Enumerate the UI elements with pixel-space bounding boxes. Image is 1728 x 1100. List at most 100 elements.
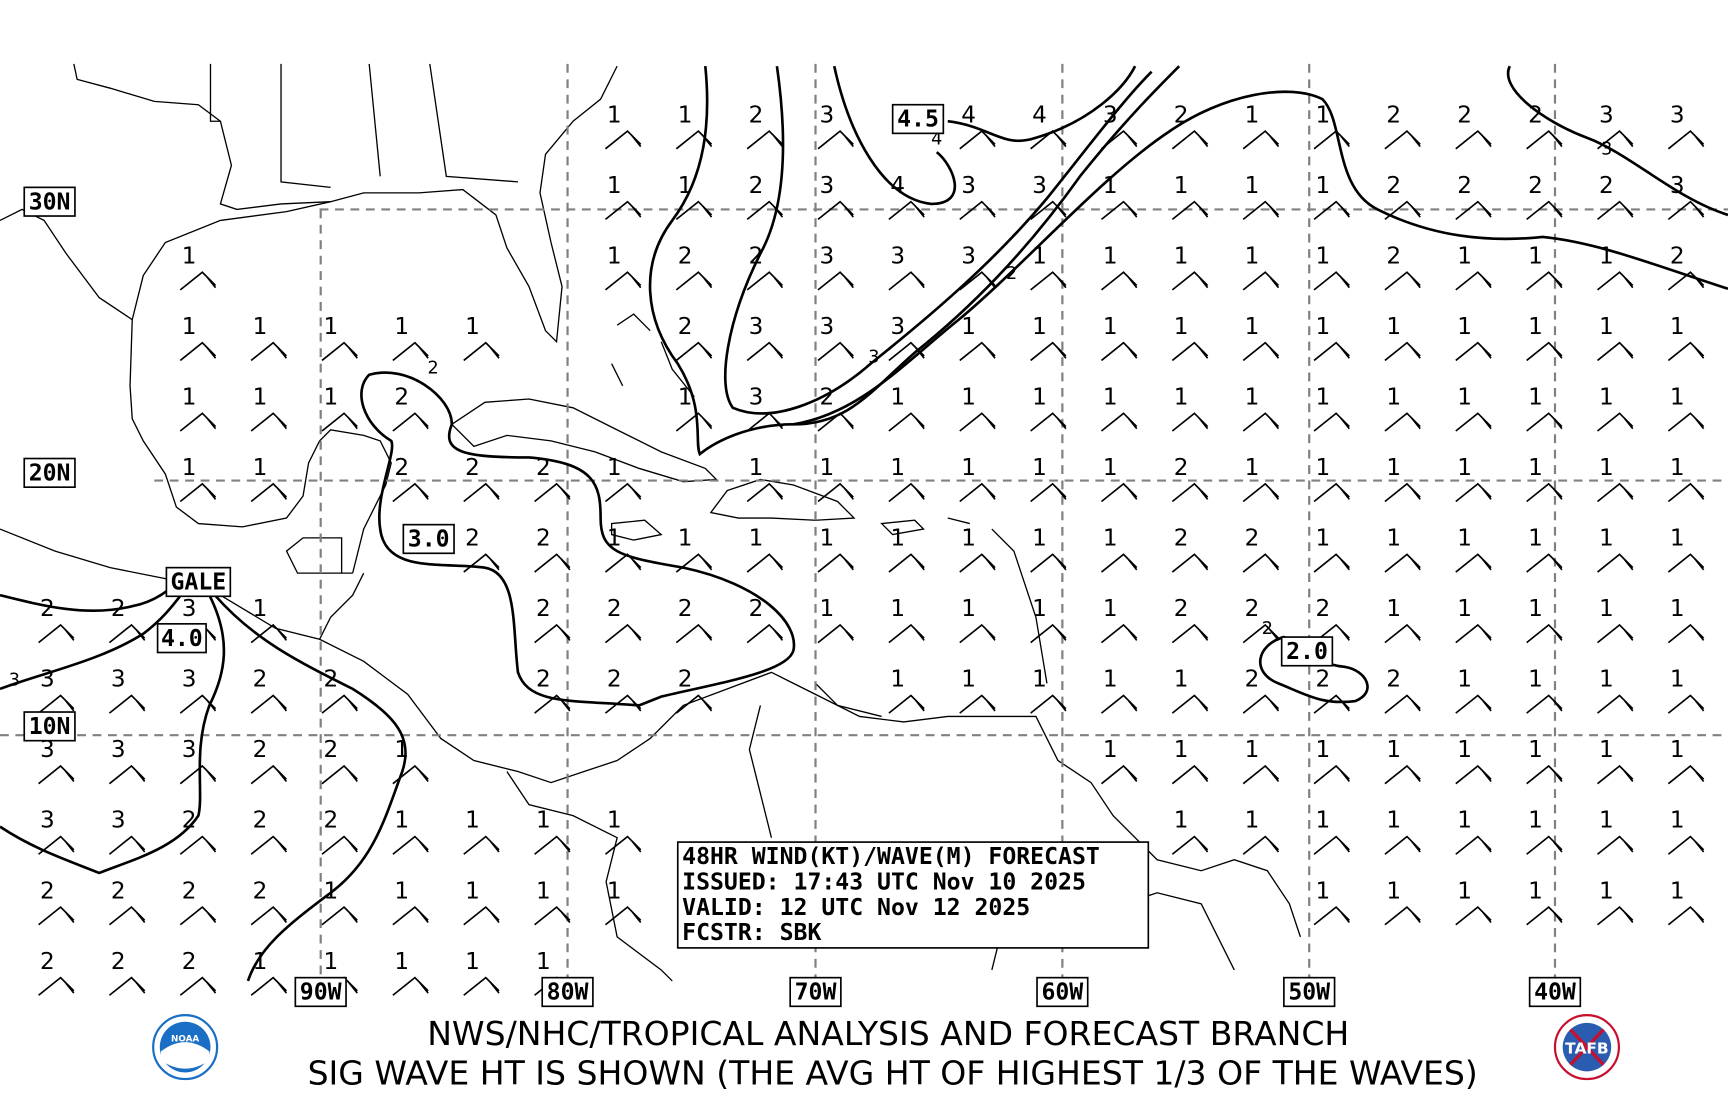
wind-barb	[746, 341, 784, 362]
wind-barb	[675, 553, 713, 573]
wind-barb	[1455, 623, 1492, 644]
wind-barb	[1313, 271, 1350, 291]
minor-contour-labels: 2 2 3 4 3 2 3	[9, 129, 1613, 690]
wave-height-value: 2	[820, 385, 835, 411]
wave-height-value: 3	[749, 385, 764, 411]
wave-height-value: 1	[1599, 243, 1614, 269]
contour-label: 4	[931, 129, 942, 149]
wave-height-value: 2	[1174, 596, 1189, 622]
wave-height-value: 1	[1670, 737, 1685, 763]
wind-barb	[1597, 694, 1634, 714]
wind-barb	[1455, 341, 1492, 362]
wind-barb	[250, 764, 288, 785]
wave-height-value: 1	[961, 385, 976, 411]
wind-barb	[675, 271, 713, 291]
wind-barb	[1455, 835, 1492, 855]
wave-height-value: 1	[1316, 878, 1331, 904]
wave-height-value: 1	[1670, 596, 1685, 622]
wave-height-value: 1	[1386, 455, 1401, 481]
wave-height-value: 3	[820, 243, 835, 269]
wave-height-value: 2	[1386, 243, 1401, 269]
wind-barb	[1030, 271, 1067, 291]
wave-height-value: 1	[607, 526, 622, 552]
wind-barb	[1384, 200, 1421, 220]
wave-height-value: 2	[40, 596, 55, 622]
wind-barb	[463, 553, 500, 573]
wave-height-value: 1	[961, 526, 976, 552]
wave-height-value: 3	[890, 243, 905, 269]
wind-barb	[1384, 130, 1421, 150]
wave-height-value: 2	[536, 526, 551, 552]
wave-height-value: 1	[1316, 385, 1331, 411]
wind-barb	[1597, 906, 1634, 926]
wave-height-value: 1	[678, 526, 693, 552]
wind-barb	[675, 130, 713, 150]
wave-height-value: 1	[1103, 314, 1118, 340]
wave-height-value: 1	[1599, 385, 1614, 411]
lon-label-90w: 90W	[300, 980, 342, 1006]
wind-barb	[1313, 412, 1350, 432]
wind-barb	[604, 623, 642, 644]
wave-height-value: 1	[1457, 667, 1472, 693]
wind-barb	[959, 482, 996, 503]
wave-height-value: 1	[182, 455, 197, 481]
wind-barb	[1597, 341, 1634, 362]
wave-height-value: 1	[890, 526, 905, 552]
wind-barb	[888, 412, 925, 432]
wave-height-value: 2	[1386, 667, 1401, 693]
wave-height-value: 1	[182, 243, 197, 269]
wave-height-value: 1	[890, 455, 905, 481]
wave-height-value: 1	[1528, 314, 1543, 340]
wave-height-value: 1	[1032, 243, 1047, 269]
wind-barb	[604, 200, 642, 220]
wind-barb	[179, 764, 217, 785]
wave-height-value: 3	[890, 314, 905, 340]
wind-barb	[392, 412, 429, 432]
wind-barb	[1667, 130, 1705, 150]
wave-height-value: 1	[394, 737, 409, 763]
wave-height-value: 1	[1174, 173, 1189, 199]
wind-barb	[250, 976, 288, 996]
wave-height-value: 1	[323, 949, 338, 975]
wave-height-value: 2	[607, 596, 622, 622]
wind-barb	[888, 341, 925, 362]
wind-barb	[1384, 694, 1421, 714]
tafb-logo: TAFB	[1553, 1014, 1620, 1081]
wave-height-value: 1	[1245, 455, 1260, 481]
wind-barb	[675, 341, 713, 362]
wind-barb	[746, 200, 784, 220]
wind-barb	[1171, 482, 1209, 503]
wind-barb	[1384, 764, 1421, 785]
wind-barb	[746, 130, 784, 150]
wind-barb	[1455, 200, 1492, 220]
wave-height-value: 1	[394, 314, 409, 340]
wind-barb	[959, 130, 996, 150]
wind-barb	[321, 906, 358, 926]
wave-height-value: 1	[465, 949, 480, 975]
wind-barb	[1667, 764, 1705, 785]
wind-barb	[1171, 623, 1209, 644]
wave-height-value: 1	[1103, 243, 1118, 269]
wave-height-value: 1	[1103, 173, 1118, 199]
wave-height-value: 2	[749, 243, 764, 269]
wave-height-value: 1	[1599, 737, 1614, 763]
wave-height-value: 1	[394, 808, 409, 834]
wind-barb	[1667, 200, 1705, 220]
wave-height-value: 3	[1103, 102, 1118, 128]
wind-barb	[1526, 412, 1563, 432]
issued-time: ISSUED: 17:43 UTC Nov 10 2025	[682, 869, 1086, 895]
wave-height-value: 1	[1103, 526, 1118, 552]
wind-barb	[1597, 130, 1634, 150]
wind-barb	[1384, 482, 1421, 503]
wave-height-value: 2	[1174, 526, 1189, 552]
wind-barb	[1455, 906, 1492, 926]
wave-height-value: 1	[1386, 878, 1401, 904]
wave-height-value: 2	[394, 385, 409, 411]
wind-barb	[1100, 271, 1138, 291]
wave-height-value: 1	[1032, 385, 1047, 411]
wave-height-value: 1	[394, 949, 409, 975]
wind-barb	[1030, 412, 1067, 432]
wave-height-value: 1	[1174, 314, 1189, 340]
contour-label: 2	[1262, 619, 1273, 639]
wave-height-value: 1	[607, 173, 622, 199]
